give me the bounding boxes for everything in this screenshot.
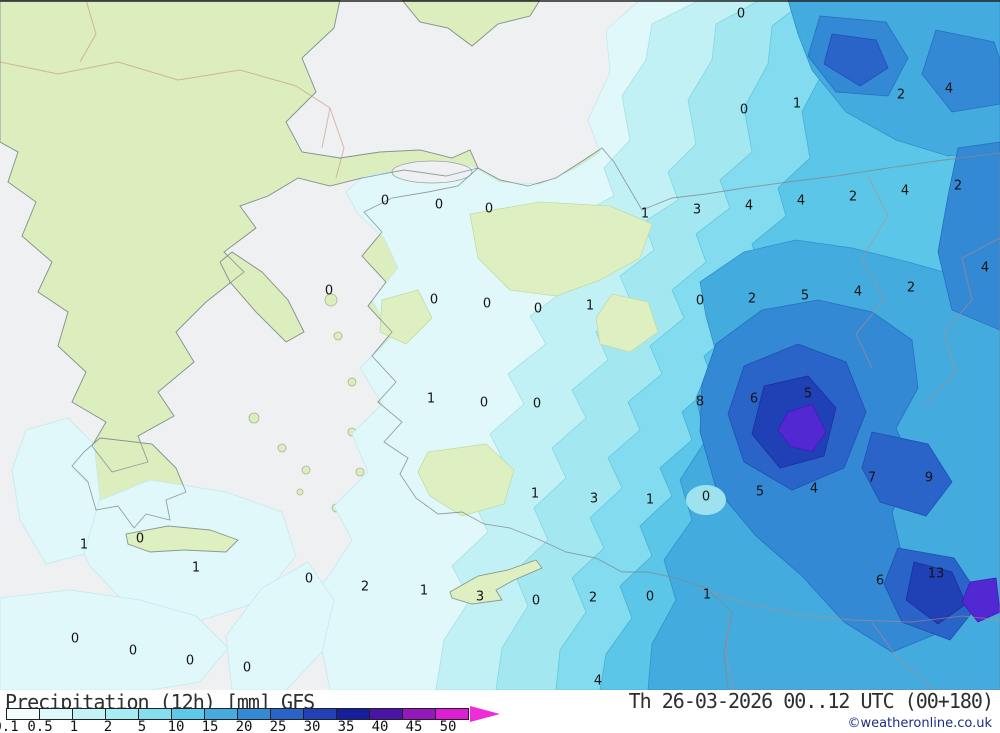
copyright: ©weatheronline.co.uk	[847, 716, 992, 731]
legend-color-bar	[6, 708, 469, 720]
land-layer	[0, 0, 1000, 690]
footer: Precipitation (12h) [mm] GFS Th 26-03-20…	[0, 690, 1000, 733]
legend-tick-label: 40	[371, 719, 389, 733]
map-title: Precipitation (12h) [mm] GFS	[5, 690, 315, 714]
map-datetime: Th 26-03-2026 00..12 UTC (00+180)	[628, 689, 994, 713]
legend-tick-label: 35	[337, 719, 355, 733]
legend-tick-label: 0.1	[0, 719, 19, 733]
legend-tick-label: 1	[69, 719, 79, 733]
legend-tick-label: 15	[201, 719, 219, 733]
legend-tick-label: 50	[439, 719, 457, 733]
precipitation-legend	[6, 706, 500, 722]
legend-tick-label: 2	[103, 719, 113, 733]
legend-arrow-icon	[470, 706, 500, 722]
dry-land-patches-layer	[125, 160, 659, 605]
legend-tick-label: 10	[167, 719, 185, 733]
legend-color-box	[435, 708, 469, 720]
legend-tick-label: 45	[405, 719, 423, 733]
legend-tick-label: 5	[137, 719, 147, 733]
legend-tick-label: 0.5	[27, 719, 53, 733]
country-borders-layer	[0, 0, 1000, 690]
legend-tick-label: 30	[303, 719, 321, 733]
map-graphic	[0, 0, 1000, 690]
legend-tick-label: 20	[235, 719, 253, 733]
precip-heavy-layer	[686, 15, 1000, 653]
legend-tick-label: 25	[269, 719, 287, 733]
